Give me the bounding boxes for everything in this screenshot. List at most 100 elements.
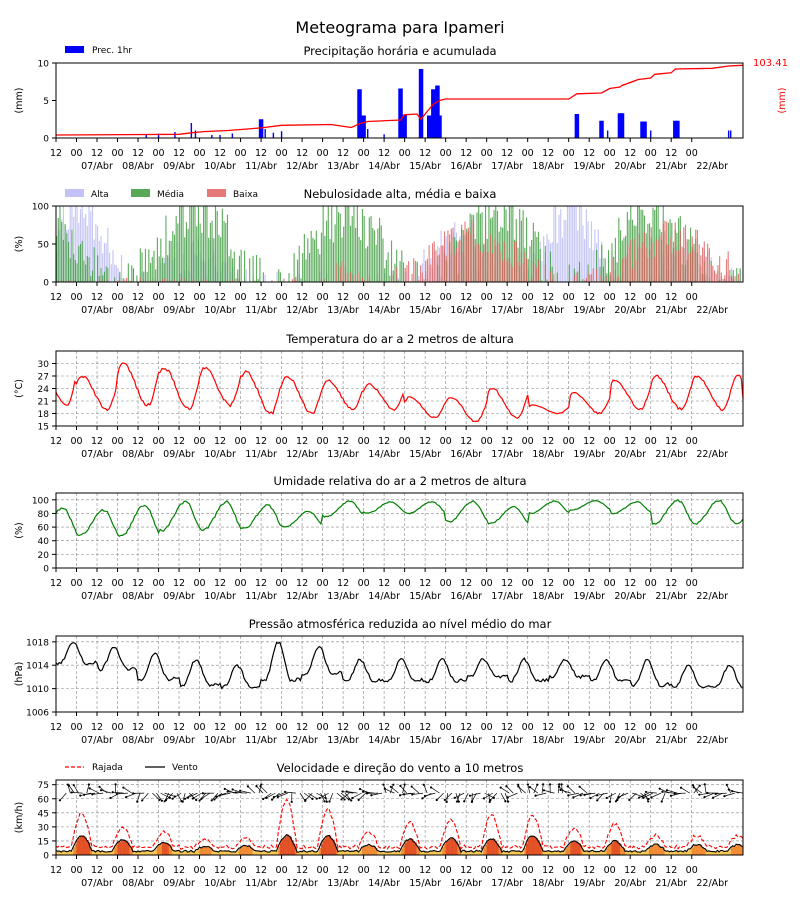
cloud-low-bar — [526, 258, 527, 282]
cloud-low-bar — [591, 274, 592, 282]
wind-direction-arrowhead — [98, 786, 100, 788]
wind-direction-arrowhead — [648, 798, 650, 800]
cloud-low-bar — [504, 241, 505, 282]
cloud-low-bar — [664, 221, 665, 282]
cloud-low-bar — [656, 239, 657, 282]
wind-direction-arrow — [568, 793, 579, 795]
x-hour-label: 12 — [255, 436, 267, 447]
x-hour-label: 00 — [276, 148, 288, 159]
wind-direction-arrowhead — [693, 786, 695, 788]
wind-fill-bar — [516, 851, 518, 855]
x-hour-label: 12 — [501, 436, 513, 447]
wind-direction-arrowhead — [71, 791, 73, 793]
cloud-mid-bar — [90, 276, 91, 282]
x-hour-label: 12 — [501, 722, 513, 733]
cloud-low-bar — [444, 231, 445, 282]
x-day-label: 14/Abr — [368, 735, 400, 746]
cloud-high-bar — [111, 264, 112, 282]
wind-direction-arrowhead — [703, 796, 705, 798]
precip-bar — [599, 121, 604, 138]
cloud-low-bar — [473, 225, 474, 282]
wind-fill-bar — [78, 838, 80, 855]
cloud-mid-bar — [159, 256, 160, 282]
x-hour-label: 00 — [358, 436, 370, 447]
x-hour-label: 12 — [583, 865, 595, 876]
x-hour-label: 12 — [419, 436, 431, 447]
cloud-low-bar — [405, 268, 406, 282]
wind-direction-arrow — [72, 792, 83, 793]
wind-direction-arrowhead — [161, 800, 163, 802]
wind-fill-bar — [572, 842, 574, 855]
cloud-low-bar — [673, 242, 674, 282]
wind-direction-arrowhead — [715, 793, 717, 795]
wind-fill-bar — [246, 846, 248, 855]
cloud-mid-bar — [157, 238, 158, 282]
cloud-low-bar — [495, 246, 496, 282]
x-hour-label: 00 — [317, 292, 329, 303]
wind-direction-arrow — [544, 790, 554, 793]
x-hour-label: 00 — [358, 722, 370, 733]
x-hour-label: 12 — [337, 578, 349, 589]
wind-direction-arrow — [329, 793, 332, 801]
cloud-mid-bar — [299, 246, 300, 282]
x-hour-label: 12 — [624, 865, 636, 876]
cloud-high-bar — [276, 272, 277, 282]
x-hour-label: 00 — [440, 436, 452, 447]
cloud-low-bar — [140, 278, 141, 282]
cloud-mid-bar — [169, 241, 170, 282]
cloud-mid-bar — [379, 218, 380, 282]
cloud-mid-bar — [328, 206, 329, 282]
x-day-label: 22/Abr — [696, 161, 728, 172]
cloud-low-bar — [451, 229, 452, 282]
cloud-low-bar — [452, 228, 453, 282]
x-hour-label: 00 — [70, 865, 82, 876]
cloud-mid-bar — [212, 221, 213, 282]
x-hour-label: 12 — [91, 436, 103, 447]
y-axis-label: (km/h) — [14, 802, 25, 833]
humidity-line — [56, 500, 743, 537]
cloud-high-bar — [560, 209, 561, 282]
cloud-mid-bar — [104, 272, 105, 282]
x-hour-label: 12 — [91, 292, 103, 303]
precip-bar — [642, 122, 647, 139]
cloud-low-bar — [430, 264, 431, 282]
x-hour-label: 12 — [173, 436, 185, 447]
wind-direction-arrowhead — [421, 797, 423, 799]
cloud-high-bar — [99, 241, 100, 282]
cloud-mid-bar — [288, 273, 289, 282]
wind-fill-bar — [576, 841, 578, 855]
cloud-low-bar — [576, 273, 577, 282]
cloud-low-bar — [622, 259, 623, 282]
x-hour-label: 00 — [399, 148, 411, 159]
cloud-low-bar — [714, 270, 715, 282]
x-hour-label: 00 — [70, 292, 82, 303]
cloud-mid-bar — [601, 245, 602, 282]
x-hour-label: 00 — [399, 578, 411, 589]
cloud-mid-bar — [153, 251, 154, 282]
x-day-label: 17/Abr — [491, 305, 523, 316]
x-day-label: 20/Abr — [614, 449, 646, 460]
cloud-low-bar — [661, 232, 662, 282]
wind-direction-arrowhead — [680, 787, 682, 789]
x-hour-label: 00 — [440, 865, 452, 876]
cloud-low-bar — [731, 276, 732, 282]
precip-bar — [431, 89, 436, 138]
wind-fill-bar — [444, 844, 446, 855]
precip-bar — [174, 132, 175, 138]
cloud-mid-bar — [382, 239, 383, 282]
wind-direction-arrow — [484, 793, 493, 798]
x-hour-label: 00 — [399, 865, 411, 876]
wind-direction-arrowhead — [560, 783, 562, 785]
wind-direction-arrow — [87, 785, 89, 794]
precip-bar — [419, 69, 424, 138]
wind-direction-arrowhead — [122, 786, 124, 788]
x-day-label: 18/Abr — [532, 305, 564, 316]
wind-fill-bar — [492, 839, 494, 855]
cloud-low-bar — [690, 253, 691, 282]
x-day-label: 20/Abr — [614, 735, 646, 746]
x-day-label: 20/Abr — [614, 161, 646, 172]
wind-direction-arrow — [662, 793, 665, 801]
wind-fill-bar — [203, 847, 205, 855]
cloud-mid-bar — [309, 253, 310, 282]
cloud-low-bar — [639, 234, 640, 282]
